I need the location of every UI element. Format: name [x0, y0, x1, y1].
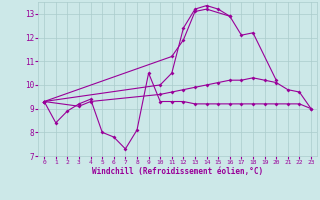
X-axis label: Windchill (Refroidissement éolien,°C): Windchill (Refroidissement éolien,°C) — [92, 167, 263, 176]
